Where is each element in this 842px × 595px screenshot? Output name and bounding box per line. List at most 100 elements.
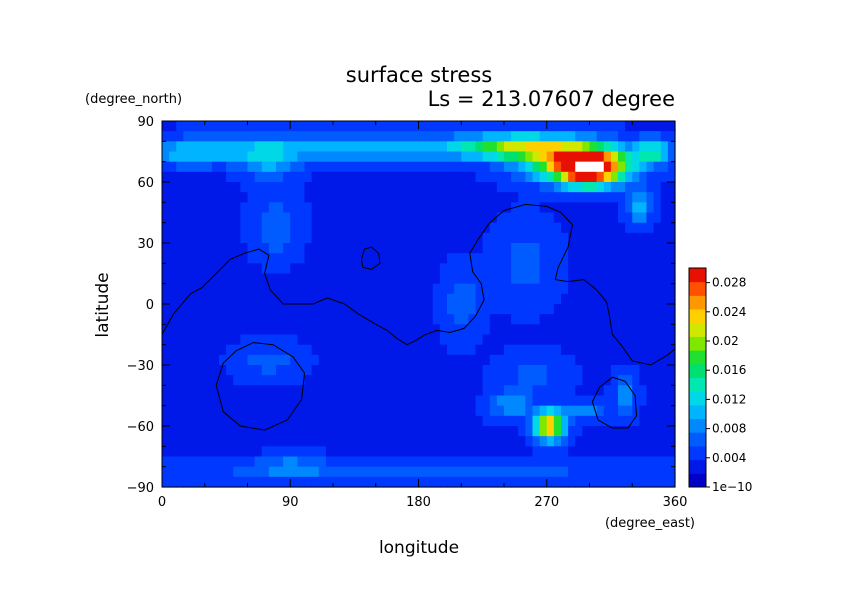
heatmap-cell bbox=[447, 354, 455, 366]
heatmap-cell bbox=[489, 456, 498, 468]
heatmap-cell bbox=[468, 121, 477, 132]
heatmap-cell bbox=[653, 222, 662, 234]
heatmap-cell bbox=[568, 161, 576, 173]
heatmap-cell bbox=[176, 344, 184, 356]
heatmap-cell bbox=[276, 354, 284, 366]
heatmap-cell bbox=[219, 182, 227, 193]
heatmap-cell bbox=[653, 456, 662, 468]
heatmap-cell bbox=[504, 131, 512, 142]
heatmap-cell bbox=[589, 182, 598, 193]
heatmap-cell bbox=[618, 395, 626, 407]
heatmap-cell bbox=[354, 466, 363, 478]
heatmap-cell bbox=[432, 293, 441, 305]
heatmap-cell bbox=[589, 192, 598, 203]
heatmap-cell bbox=[653, 253, 662, 264]
heatmap-cell bbox=[525, 324, 534, 336]
heatmap-cell bbox=[333, 334, 341, 346]
heatmap-cell bbox=[340, 283, 348, 295]
heatmap-cell bbox=[632, 385, 640, 397]
heatmap-cell bbox=[532, 121, 541, 132]
heatmap-cell bbox=[375, 344, 384, 356]
heatmap-cell bbox=[553, 324, 562, 336]
heatmap-cell bbox=[290, 151, 298, 163]
heatmap-cell bbox=[204, 121, 213, 132]
heatmap-cell bbox=[176, 314, 184, 325]
heatmap-cell bbox=[333, 141, 341, 153]
heatmap-cell bbox=[290, 446, 298, 458]
heatmap-cell bbox=[546, 456, 555, 468]
heatmap-cell bbox=[496, 324, 505, 336]
heatmap-cell bbox=[297, 273, 306, 285]
heatmap-cell bbox=[582, 456, 591, 468]
heatmap-cell bbox=[489, 222, 498, 234]
heatmap-cell bbox=[461, 395, 469, 407]
heatmap-cell bbox=[190, 232, 199, 244]
heatmap-cell bbox=[667, 426, 676, 437]
heatmap-cell bbox=[190, 202, 199, 214]
heatmap-cell bbox=[347, 415, 355, 427]
heatmap-cell bbox=[489, 273, 498, 285]
heatmap-cell bbox=[447, 121, 455, 132]
heatmap-cell bbox=[411, 182, 420, 193]
heatmap-cell bbox=[318, 131, 327, 142]
heatmap-cell bbox=[561, 273, 569, 285]
heatmap-cell bbox=[368, 171, 377, 183]
heatmap-cell bbox=[382, 385, 391, 397]
heatmap-cell bbox=[162, 232, 170, 244]
heatmap-cell bbox=[226, 192, 234, 203]
heatmap-cell bbox=[261, 354, 270, 366]
heatmap-cell bbox=[539, 365, 548, 376]
heatmap-cell bbox=[454, 182, 462, 193]
heatmap-cell bbox=[176, 324, 184, 336]
heatmap-cell bbox=[183, 304, 192, 315]
heatmap-cell bbox=[568, 405, 576, 417]
heatmap-cell bbox=[411, 202, 420, 214]
heatmap-cell bbox=[489, 375, 498, 386]
heatmap-cell bbox=[162, 314, 170, 325]
heatmap-cell bbox=[318, 253, 327, 264]
heatmap-cell bbox=[468, 232, 477, 244]
heatmap-cell bbox=[283, 415, 291, 427]
heatmap-cell bbox=[610, 436, 619, 447]
heatmap-cell bbox=[667, 192, 676, 203]
heatmap-cell bbox=[233, 121, 241, 132]
heatmap-cell bbox=[283, 456, 291, 468]
heatmap-cell bbox=[575, 171, 583, 183]
heatmap-cell bbox=[660, 334, 669, 346]
heatmap-cell bbox=[233, 476, 241, 488]
heatmap-cell bbox=[589, 344, 598, 356]
heatmap-cell bbox=[219, 375, 227, 386]
heatmap-cell bbox=[568, 263, 576, 275]
heatmap-cell bbox=[596, 171, 605, 183]
heatmap-cell bbox=[447, 131, 455, 142]
heatmap-cell bbox=[568, 395, 576, 407]
heatmap-cell bbox=[276, 344, 284, 356]
heatmap-cell bbox=[347, 182, 355, 193]
heatmap-cell bbox=[568, 476, 576, 488]
heatmap-cell bbox=[254, 293, 263, 305]
heatmap-cell bbox=[190, 243, 199, 254]
heatmap-cell bbox=[219, 283, 227, 295]
heatmap-cell bbox=[439, 304, 448, 315]
heatmap-cell bbox=[461, 365, 469, 376]
heatmap-cell bbox=[610, 334, 619, 346]
heatmap-cell bbox=[318, 232, 327, 244]
heatmap-cell bbox=[176, 182, 184, 193]
heatmap-cell bbox=[454, 354, 462, 366]
heatmap-cell bbox=[660, 426, 669, 437]
heatmap-cell bbox=[197, 192, 206, 203]
heatmap-cell bbox=[646, 293, 655, 305]
heatmap-cell bbox=[325, 141, 334, 153]
heatmap-cell bbox=[382, 293, 391, 305]
heatmap-cell bbox=[447, 466, 455, 478]
heatmap-cell bbox=[596, 131, 605, 142]
heatmap-cell bbox=[325, 344, 334, 356]
heatmap-cell bbox=[518, 131, 526, 142]
heatmap-cell bbox=[375, 405, 384, 417]
heatmap-cell bbox=[197, 212, 206, 224]
heatmap-cell bbox=[247, 283, 256, 295]
heatmap-cell bbox=[468, 334, 477, 346]
heatmap-cell bbox=[297, 212, 306, 224]
heatmap-cell bbox=[461, 141, 469, 153]
heatmap-cell bbox=[290, 334, 298, 346]
